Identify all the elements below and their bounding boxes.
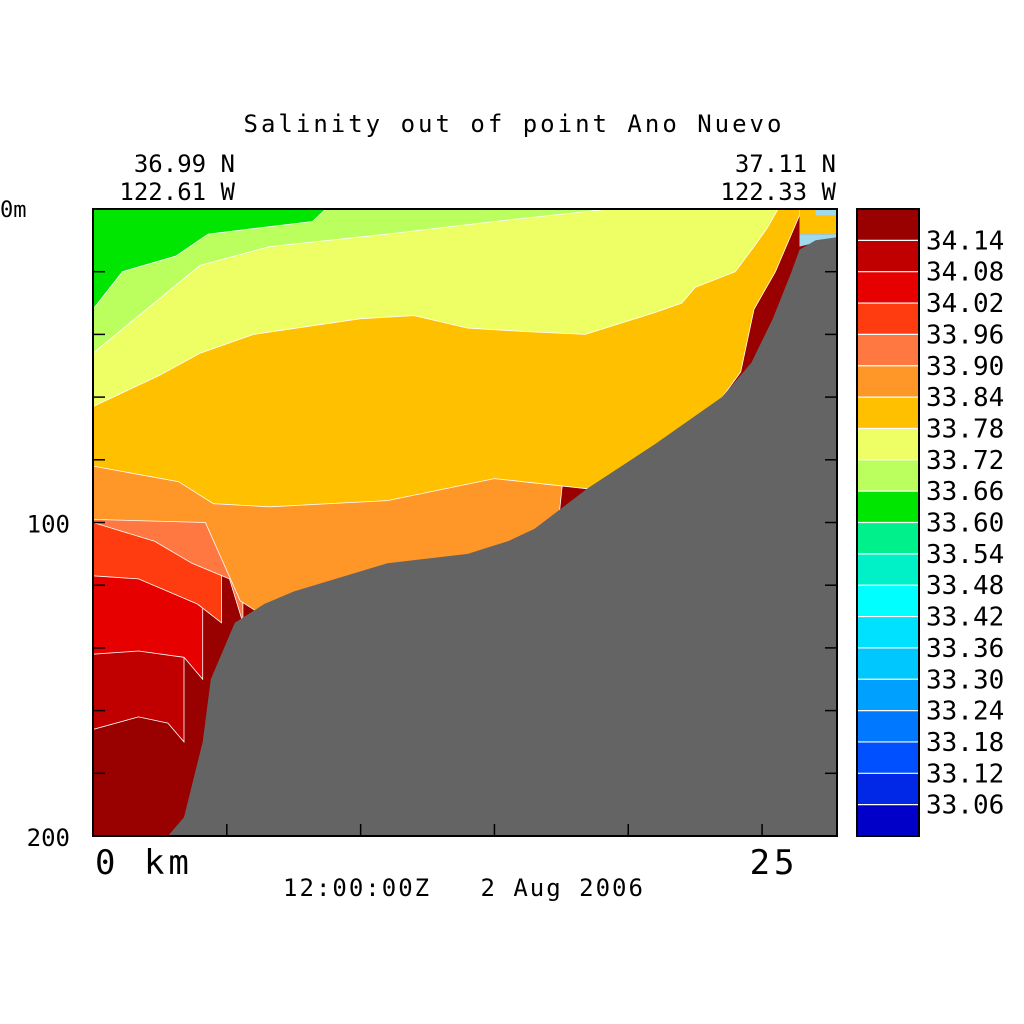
colorbar-swatch (857, 710, 919, 743)
end-longitude: 122.33 W (720, 178, 836, 206)
colorbar-swatch (857, 522, 919, 555)
colorbar-swatch (857, 397, 919, 429)
colorbar-swatch (857, 209, 919, 241)
colorbar-swatch (857, 459, 919, 492)
x-tick-label: 25 (750, 843, 799, 883)
seafloor-bathymetry (167, 237, 837, 836)
colorbar-label: 34.14 (926, 226, 1004, 256)
colorbar-swatch (857, 773, 919, 806)
colorbar-swatch (857, 553, 919, 586)
start-longitude: 122.61 W (119, 178, 235, 206)
colorbar-label: 34.02 (926, 289, 1004, 319)
colorbar-label: 33.48 (926, 571, 1004, 601)
colorbar-label: 33.78 (926, 414, 1004, 444)
colorbar-swatch (857, 240, 919, 273)
colorbar-swatch (857, 616, 919, 649)
colorbar-label: 33.18 (926, 728, 1004, 758)
colorbar-swatch (857, 428, 919, 461)
colorbar-swatch (857, 271, 919, 304)
colorbar-swatch (857, 741, 919, 774)
x-axis-ticks: 0 km 25 (95, 824, 799, 883)
colorbar-swatch (857, 365, 919, 398)
colorbar-label: 33.12 (926, 759, 1004, 789)
colorbar-label: 33.90 (926, 352, 1004, 382)
y-tick-label: 200 (27, 824, 70, 852)
colorbar-label: 33.72 (926, 446, 1004, 476)
colorbar-swatch (857, 647, 919, 680)
colorbar-frame (856, 208, 920, 837)
colorbar-label: 33.42 (926, 603, 1004, 633)
salinity-band-33.72 (93, 209, 779, 407)
x-tick-label: 0 km (95, 843, 193, 883)
colorbar-label: 33.06 (926, 791, 1004, 821)
colorbar-label: 33.66 (926, 477, 1004, 507)
y-tick-label: 0m (0, 198, 27, 223)
start-latitude: 36.99 N (134, 150, 235, 178)
end-latitude: 37.11 N (735, 150, 836, 178)
salinity-band-33.66 (93, 209, 610, 354)
colorbar-label: 33.24 (926, 697, 1004, 727)
salinity-band-33.60 (93, 209, 327, 310)
colorbar-label: 33.30 (926, 665, 1004, 695)
colorbar-swatch (857, 679, 919, 712)
chart-title: Salinity out of point Ano Nuevo (244, 110, 785, 138)
colorbar-label: 33.60 (926, 509, 1004, 539)
colorbar-swatch (857, 491, 919, 523)
colorbar-swatch (857, 303, 919, 335)
salinity-patch-top-right (815, 209, 837, 216)
colorbar-label: 33.96 (926, 320, 1004, 350)
y-axis-ticks: 0m 100 200 (0, 198, 837, 852)
colorbar-swatch (857, 585, 919, 618)
colorbar-label: 33.36 (926, 634, 1004, 664)
timestamp-label: 12:00:00Z 2 Aug 2006 (283, 874, 645, 902)
colorbar: 34.1434.0834.0233.9633.9033.8433.7833.72… (856, 208, 1004, 837)
colorbar-swatch (857, 334, 919, 367)
y-tick-label: 100 (27, 511, 70, 539)
colorbar-label: 33.54 (926, 540, 1004, 570)
colorbar-swatch (857, 804, 919, 837)
colorbar-label: 33.84 (926, 383, 1004, 413)
plot-area (92, 208, 838, 837)
colorbar-label: 34.08 (926, 258, 1004, 288)
